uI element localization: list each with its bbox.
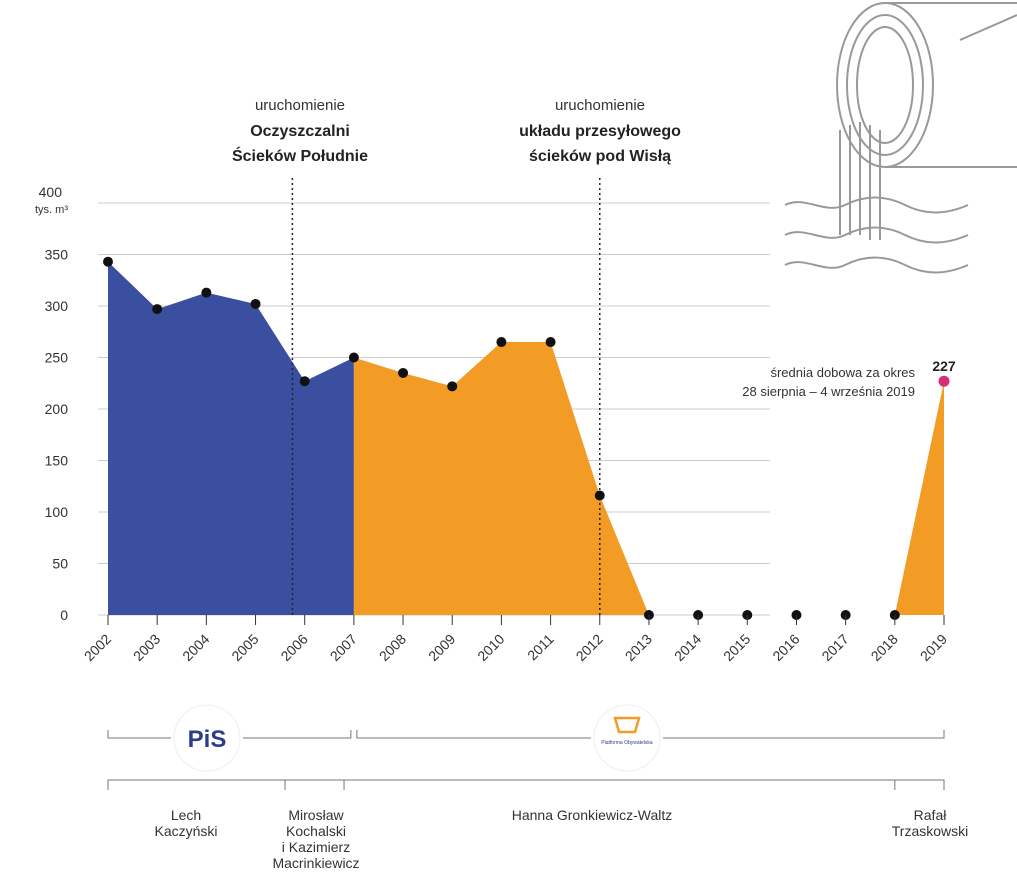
x-tick-label: 2007 [327,631,360,664]
pis-logo-icon [173,704,241,772]
y-tick-label: 100 [45,504,69,520]
mayor-name-line: i Kazimierz [282,839,350,855]
data-point-2002 [103,256,113,267]
y-tick-label: 200 [45,401,69,417]
x-tick-label: 2002 [81,631,114,664]
x-tick-label: 2016 [769,631,802,664]
highlight-note-line: średnia dobowa za okres [770,365,915,380]
area-series [108,261,945,615]
x-tick-label: 2003 [130,631,163,664]
data-point-2010 [496,337,507,348]
y-axis: 0 50 100 150 200 250 300 350 400 tys. m³ [35,184,68,623]
mayor-name-line: Trzaskowski [892,823,969,839]
x-tick-label: 2010 [474,631,507,664]
annotation-line: układu przesyłowego [519,123,681,140]
y-tick-label: 150 [45,453,69,469]
annotation-line: uruchomienie [255,97,345,114]
x-axis: 2002 2003 2004 2005 2006 2007 2008 2009 2010 2011… [81,615,950,664]
mayor-name-line: Kaczyński [154,823,217,839]
data-point-2008 [398,367,409,378]
area-pis [108,261,354,615]
x-tick-label: 2012 [573,631,606,664]
x-tick-label: 2009 [425,631,458,664]
data-point-2006 [299,376,310,387]
mayor-name-line: Rafał [914,807,948,823]
x-tick-label: 2018 [868,631,901,664]
y-tick-label: 300 [45,298,69,314]
mayor-name-line: Mirosław [288,807,344,823]
mayor-name-line: Hanna Gronkiewicz-Waltz [512,807,673,823]
x-tick-label: 2004 [179,631,212,664]
party-brackets: PiS Platforma Obywatelska [107,704,945,772]
area-platforma-obywatelska [353,342,945,615]
x-tick-label: 2006 [277,631,310,664]
mayor-name-line: Lech [171,807,201,823]
x-tick-label: 2015 [720,631,753,664]
y-tick-label: 0 [60,607,68,623]
data-point-2009 [447,381,458,392]
y-axis-unit: tys. m³ [35,204,68,216]
mayor-name-line: Macrinkiewicz [272,855,359,871]
x-tick-label: 2017 [818,631,851,664]
data-point-2004 [201,287,212,298]
annotation-line: ścieków pod Wisłą [529,148,671,165]
po-logo-mark [613,716,641,734]
x-tick-label: 2019 [917,631,950,664]
x-tick-label: 2014 [671,631,704,664]
data-point-2019 [938,375,950,387]
data-point-2011 [545,337,556,348]
annotations: uruchomienie Oczyszczalni Ścieków Południe… [232,97,956,399]
annotation-line: Oczyszczalni [250,123,350,140]
annotation-line: Ścieków Południe [232,146,368,165]
x-tick-label: 2011 [524,631,557,664]
data-point-2003 [152,304,163,315]
party-bracket [356,730,945,739]
po-logo-icon [593,704,661,772]
party-bracket [107,730,352,739]
annotation-line: uruchomienie [555,97,645,114]
y-tick-label: 50 [52,556,68,572]
party-logo-text: Platforma Obywatelska [601,740,653,746]
mayor-bracket [107,779,945,790]
data-point-2007 [348,352,359,363]
y-tick-label: 250 [45,350,69,366]
x-tick-label: 2008 [376,631,409,664]
data-points [103,256,950,620]
pipe-illustration-icon [784,2,1017,274]
data-point-2005 [250,298,261,309]
y-tick-label: 400 [39,184,63,200]
highlight-note-line: 28 sierpnia – 4 września 2019 [742,384,915,399]
party-logo-text: PiS [188,726,227,753]
highlight-value: 227 [932,358,956,374]
x-tick-label: 2005 [228,631,261,664]
data-point-2012 [594,490,605,501]
x-tick-label: 2013 [622,631,655,664]
mayor-name-line: Kochalski [286,823,346,839]
y-tick-label: 350 [45,247,69,263]
